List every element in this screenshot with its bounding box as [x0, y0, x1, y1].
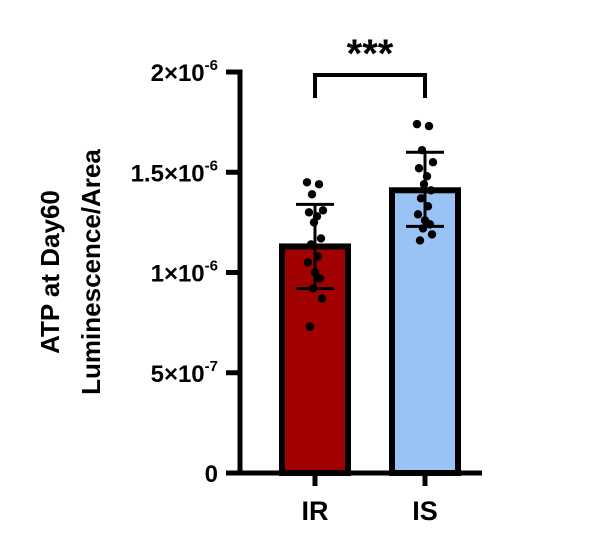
data-point — [305, 322, 315, 331]
data-point — [424, 121, 434, 131]
data-point — [314, 180, 324, 189]
data-point — [315, 274, 325, 283]
data-point — [413, 210, 423, 219]
y-axis-title-line1: ATP at Day60 — [35, 190, 65, 354]
y-tick-label: 0 — [205, 461, 218, 488]
data-point — [307, 190, 317, 199]
error-bars — [296, 150, 444, 291]
data-point — [416, 194, 426, 203]
data-point — [427, 230, 437, 239]
x-tick-label: IR — [302, 496, 329, 526]
data-point — [415, 236, 425, 245]
y-tick-label: 5×10-7 — [151, 358, 218, 388]
data-point — [412, 119, 422, 129]
bar-is — [389, 187, 461, 476]
data-point — [303, 258, 313, 267]
y-tick-label: 1.5×10-6 — [131, 157, 218, 187]
data-point — [317, 294, 327, 303]
data-point — [426, 186, 436, 195]
significance-line — [313, 73, 427, 98]
y-tick-label: 1×10-6 — [151, 258, 218, 288]
data-point — [318, 206, 328, 215]
significance-bracket: *** — [313, 32, 427, 98]
y-axis-title-line2: Luminescence/Area — [76, 149, 106, 395]
data-point — [306, 240, 316, 249]
data-point — [414, 164, 424, 173]
y-tick-label: 2×10-6 — [151, 57, 218, 87]
data-point — [428, 158, 438, 167]
data-point — [304, 208, 314, 217]
y-axis-ticks: 0 5×10-7 1×10-6 1.5×10-6 2×10-6 — [131, 57, 240, 488]
significance-label: *** — [347, 32, 394, 76]
data-point — [316, 234, 326, 243]
y-axis-title: ATP at Day60 Luminescence/Area — [35, 149, 106, 395]
x-axis-labels: IR IS — [302, 473, 438, 526]
x-tick-label: IS — [412, 496, 438, 526]
data-point — [302, 178, 312, 187]
